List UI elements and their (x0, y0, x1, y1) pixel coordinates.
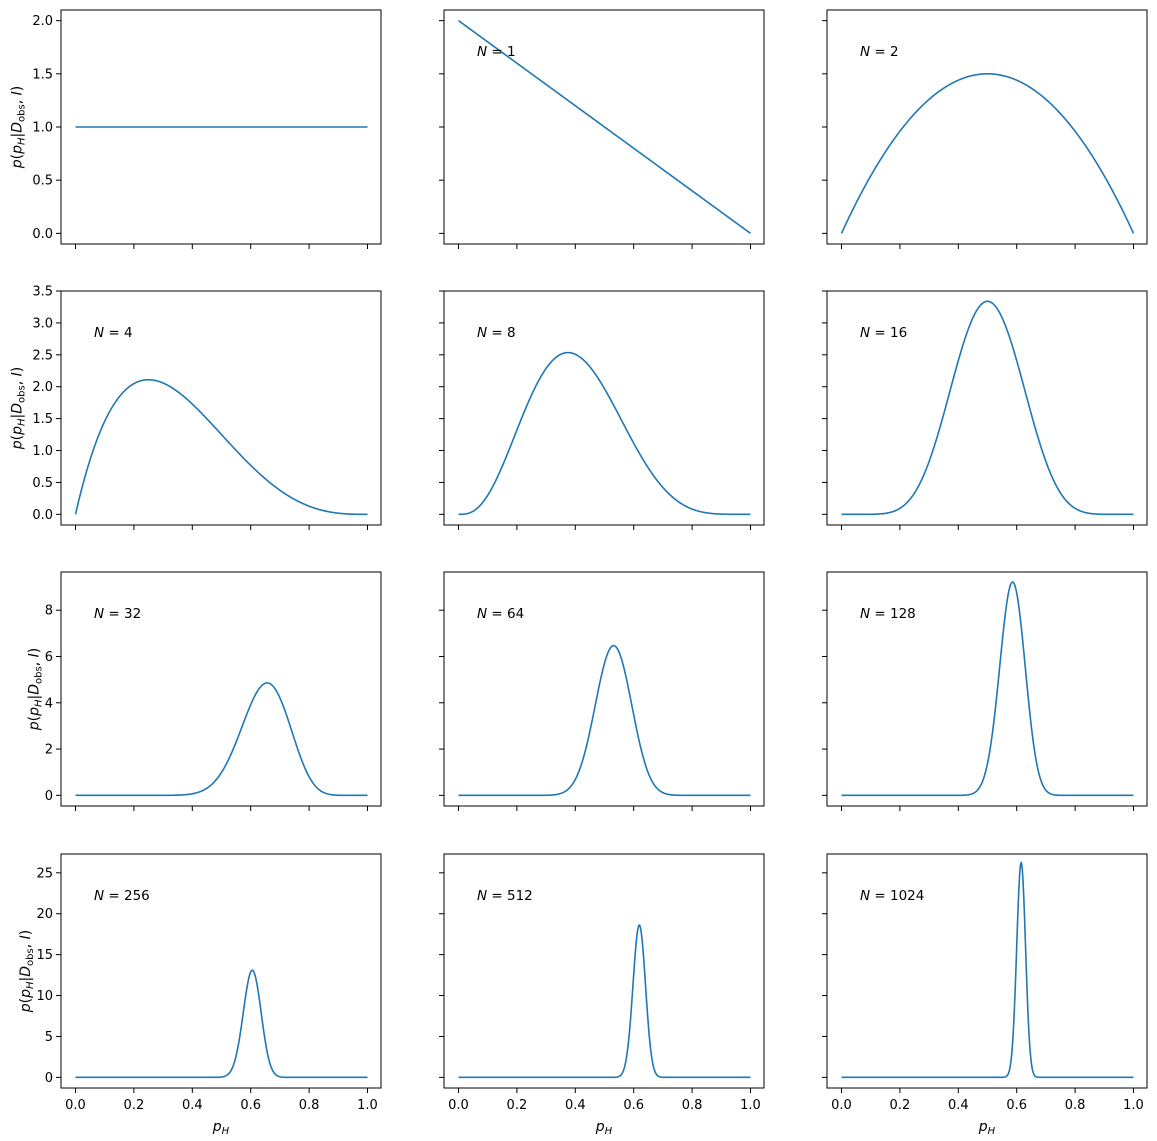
y-tick-label: 1.5 (32, 67, 53, 82)
posterior-line (458, 644, 751, 797)
x-tick-label: 0.0 (448, 1098, 469, 1113)
y-tick-label: 1.5 (32, 412, 53, 427)
panel-7: 0 2 4 6 8 p(pH|Dobs, I) N = 32 (27, 571, 382, 811)
x-tick-label: 0.4 (948, 1098, 969, 1113)
y-tick-label: 15 (36, 948, 53, 963)
y-tick-label: 0.0 (32, 508, 53, 523)
axes-frame (826, 571, 1148, 807)
posterior-line (841, 861, 1134, 1079)
y-tick-label: 0.5 (32, 174, 53, 189)
x-tick-label: 0.4 (182, 1098, 203, 1113)
y-axis-label: p(pH|Dobs, I) (10, 367, 28, 450)
y-tick-label: 2.5 (32, 348, 53, 363)
n-annotation: N = 1024 (860, 888, 924, 904)
n-annotation: N = 64 (477, 606, 524, 622)
x-tick-label: 0.6 (240, 1098, 261, 1113)
n-annotation: N = 512 (477, 888, 533, 904)
y-tick-label: 1.0 (32, 444, 53, 459)
panel-2: N = 1 (439, 9, 765, 249)
panel-4: 0.0 0.5 1.0 1.5 2.0 2.5 3.0 3.5 p(pH|Dobs, I) N =… (10, 285, 382, 530)
x-tick-label: 0.2 (890, 1098, 911, 1113)
panel-6: N = 16 (822, 290, 1148, 530)
y-tick-label: 2.0 (32, 14, 53, 29)
axes-frame (443, 290, 765, 526)
x-tick-label: 0.2 (507, 1098, 528, 1113)
n-annotation: N = 32 (94, 606, 141, 622)
panel-9: N = 128 (822, 571, 1148, 811)
x-tick-label: 0.0 (65, 1098, 86, 1113)
posterior-line (840, 73, 1135, 234)
y-tick-label: 5 (45, 1030, 53, 1045)
posterior-line (458, 351, 751, 516)
axes-frame (60, 571, 382, 807)
axes-frame (826, 290, 1148, 526)
n-annotation: N = 4 (94, 325, 133, 341)
y-tick-label: 2.0 (32, 380, 53, 395)
y-tick-label: 0.0 (32, 227, 53, 242)
posterior-line (841, 300, 1134, 516)
x-tick-label: 0.6 (1006, 1098, 1027, 1113)
posterior-line (74, 378, 368, 516)
y-axis-label: p(pH|Dobs, I) (27, 648, 45, 731)
x-tick-label: 0.8 (299, 1098, 320, 1113)
y-tick-label: 0 (45, 1071, 53, 1086)
x-tick-label: 0.2 (124, 1098, 145, 1113)
panel-12: 0.0 0.2 0.4 0.6 0.8 1.0 pH N = 1024 (822, 853, 1148, 1137)
x-tick-label: 1.0 (357, 1098, 378, 1113)
axes-frame (826, 853, 1148, 1089)
y-tick-label: 8 (45, 604, 53, 619)
y-tick-label: 4 (45, 696, 53, 711)
y-tick-label: 20 (36, 907, 53, 922)
posterior-line (75, 682, 368, 797)
panel-1: 0.0 0.5 1.0 1.5 2.0 p(pH|Dobs, I) (10, 9, 382, 249)
x-tick-label: 0.8 (1065, 1098, 1086, 1113)
y-tick-label: 25 (36, 866, 53, 881)
x-axis-label: pH (978, 1119, 996, 1137)
n-annotation: N = 128 (860, 606, 916, 622)
x-tick-label: 0.8 (682, 1098, 703, 1113)
y-tick-label: 1.0 (32, 121, 53, 136)
n-annotation: N = 8 (477, 325, 516, 341)
n-annotation: N = 256 (94, 888, 150, 904)
axes-frame (60, 290, 382, 526)
y-tick-label: 6 (45, 650, 53, 665)
panel-8: N = 64 (439, 571, 765, 811)
axes-frame (443, 853, 765, 1089)
posterior-line (75, 969, 368, 1079)
y-tick-label: 0 (45, 789, 53, 804)
panel-3: N = 2 (822, 9, 1148, 249)
y-tick-label: 0.5 (32, 476, 53, 491)
x-tick-label: 1.0 (740, 1098, 761, 1113)
y-tick-label: 2 (45, 743, 53, 758)
y-axis-label: p(pH|Dobs, I) (18, 930, 36, 1013)
n-annotation: N = 1 (477, 44, 516, 60)
n-annotation: N = 16 (860, 325, 907, 341)
y-axis-label: p(pH|Dobs, I) (10, 86, 28, 169)
x-tick-label: 0.0 (831, 1098, 852, 1113)
x-tick-label: 1.0 (1123, 1098, 1144, 1113)
x-tick-label: 0.4 (565, 1098, 586, 1113)
x-axis-label: pH (595, 1119, 613, 1137)
n-annotation: N = 2 (860, 44, 899, 60)
x-axis-label: pH (212, 1119, 230, 1137)
posterior-line (458, 19, 751, 235)
posterior-line (841, 581, 1134, 797)
posterior-line (458, 924, 751, 1079)
y-tick-label: 10 (36, 989, 53, 1004)
x-tick-label: 0.6 (623, 1098, 644, 1113)
panel-11: 0.0 0.2 0.4 0.6 0.8 1.0 pH N = 512 (439, 853, 765, 1137)
axes-frame (443, 571, 765, 807)
y-tick-label: 3.5 (32, 285, 53, 300)
y-tick-label: 3.0 (32, 316, 53, 331)
panel-5: N = 8 (439, 290, 765, 530)
panel-10: 0.0 0.2 0.4 0.6 0.8 1.0 pH 0 5 10 15 20 25 p(pH|Dobs,… (18, 853, 382, 1137)
axes-frame (60, 853, 382, 1089)
